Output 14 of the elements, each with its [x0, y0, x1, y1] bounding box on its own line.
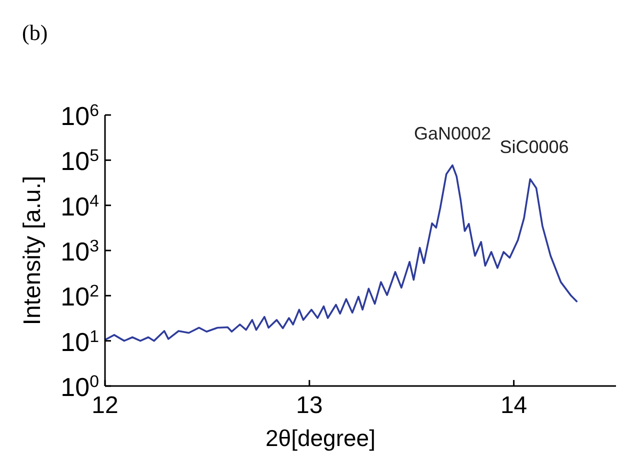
y-axis-title: Intensity [a.u.] — [19, 176, 46, 326]
y-tick-label: 10$^{2}$ — [60, 281, 99, 312]
y-tick-label: 10$^{5}$ — [60, 146, 99, 176]
x-axis-title: 2θ[degree] — [266, 425, 376, 451]
y-tick-label: 10$^{6}$ — [60, 100, 99, 131]
annotation: GaN0002 — [414, 123, 492, 144]
y-tick-label: 10$^{4}$ — [60, 190, 99, 222]
x-tick-label: 13 — [296, 392, 323, 419]
y-tick-label: 10$^{1}$ — [60, 326, 99, 357]
y-tick-label: 10$^{3}$ — [60, 236, 99, 266]
line-series — [104, 164, 578, 342]
chart-title: (b) — [22, 20, 48, 45]
x-tick-label: 14 — [500, 392, 528, 419]
annotation: SiC0006 — [500, 137, 569, 158]
